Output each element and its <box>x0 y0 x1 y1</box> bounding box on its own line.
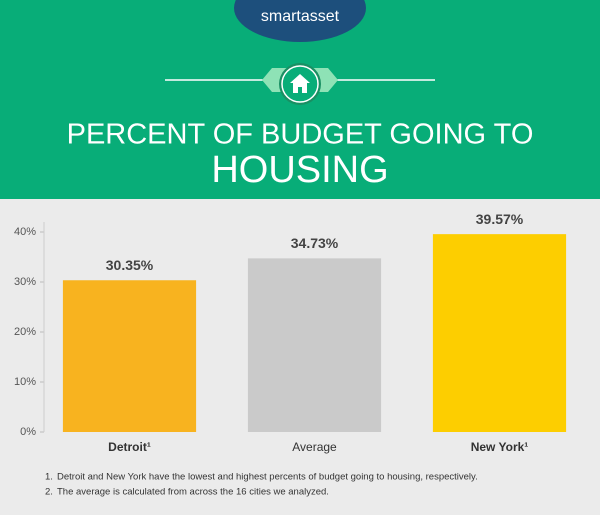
x-tick-label: New York¹ <box>471 440 529 454</box>
y-tick-label: 10% <box>14 376 36 388</box>
logo-badge <box>234 0 366 42</box>
y-tick-label: 0% <box>20 426 36 438</box>
y-tick-label: 30% <box>14 276 36 288</box>
value-label: 30.35% <box>106 257 154 273</box>
footnote-marker: 2. <box>45 487 53 498</box>
y-tick-label: 40% <box>14 226 36 238</box>
value-label: 39.57% <box>476 211 524 227</box>
footnote-marker: 1. <box>45 472 53 483</box>
house-icon <box>262 63 338 105</box>
bar <box>432 234 567 432</box>
chart-title: PERCENT OF BUDGET GOING TO <box>67 119 534 151</box>
value-label: 34.73% <box>291 235 339 251</box>
chart-subtitle: HOUSING <box>211 149 388 191</box>
bar <box>62 280 197 432</box>
logo: smartasset <box>261 8 340 25</box>
bar <box>247 258 382 432</box>
y-tick-label: 20% <box>14 326 36 338</box>
x-tick-label: Average <box>292 440 337 454</box>
x-tick-label: Detroit¹ <box>108 440 151 454</box>
footnote-text: The average is calculated from across th… <box>57 487 329 498</box>
footnote-text: Detroit and New York have the lowest and… <box>57 472 478 483</box>
